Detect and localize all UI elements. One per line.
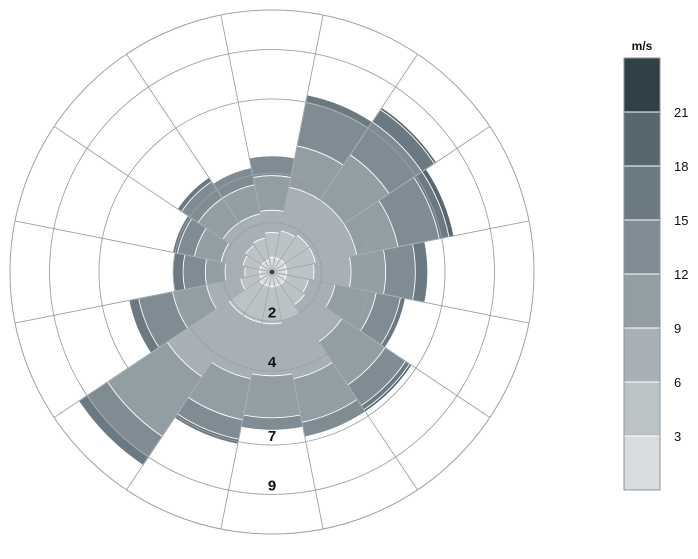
grid-spoke-8 (220, 271, 273, 530)
radial-tick-labels: 2 4 7 9 (268, 304, 277, 494)
sector-s-bin-3 (243, 373, 301, 419)
grid-spoke-3 (271, 220, 530, 273)
grid-ring-2 (222, 222, 322, 322)
legend-swatch (623, 381, 661, 437)
radial-tick-label: 4 (268, 354, 277, 371)
legend-swatch (623, 327, 661, 383)
grid-spoke-4 (271, 271, 530, 324)
legend-tick-label: 18 (674, 159, 688, 174)
legend-swatch (623, 435, 661, 491)
grid-ring-9 (49, 49, 495, 495)
grid-spoke-0 (271, 14, 324, 273)
wind-rose-grid (9, 9, 535, 535)
speed-legend: m/s 3 6 9 12 15 18 21 (623, 39, 688, 491)
grid-spoke-13 (53, 126, 273, 273)
legend-swatch (623, 165, 661, 221)
grid-spoke-7 (271, 271, 324, 530)
wind-rose-sectors (78, 94, 455, 466)
legend-swatch (623, 111, 661, 167)
sector-w-bin-4 (182, 254, 208, 290)
legend-unit-label: m/s (632, 39, 653, 53)
legend-swatch (623, 57, 661, 113)
legend-tick-label: 15 (674, 213, 688, 228)
legend-swatch (623, 219, 661, 275)
grid-spoke-12 (14, 220, 273, 273)
legend-frame (623, 57, 661, 491)
grid-ring-outer (9, 9, 535, 535)
sector-w-bin-5 (172, 252, 186, 292)
radial-tick-label: 7 (268, 428, 276, 445)
radial-tick-label: 9 (268, 477, 276, 494)
legend-swatch (623, 273, 661, 329)
center-dot (270, 270, 274, 274)
legend-tick-label: 6 (674, 375, 681, 390)
sector-e-bin-3 (349, 249, 387, 295)
legend-tick-label: 3 (674, 429, 681, 444)
grid-ring-7 (98, 98, 446, 446)
grid-spoke-15 (220, 14, 273, 273)
grid-ring-4 (172, 172, 372, 372)
sector-e-bin-4 (383, 243, 416, 301)
grid-spoke-2 (271, 126, 491, 273)
grid-spoke-6 (271, 271, 418, 491)
grid-spoke-1 (271, 53, 418, 273)
radial-tick-label: 2 (268, 304, 276, 321)
legend-tick-label: 9 (674, 321, 681, 336)
grid-spoke-14 (126, 53, 273, 273)
legend-tick-label: 12 (674, 267, 688, 282)
grid-spoke-11 (14, 271, 273, 324)
grid-spoke-5 (271, 271, 491, 418)
grid-spoke-9 (126, 271, 273, 491)
legend-tick-label: 21 (674, 105, 688, 120)
grid-spoke-10 (53, 271, 273, 418)
